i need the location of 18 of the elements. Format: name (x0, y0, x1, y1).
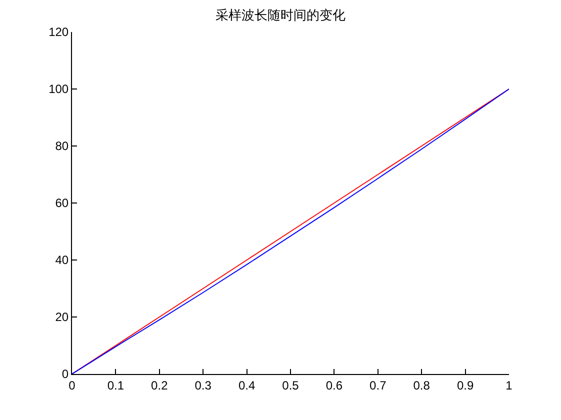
x-tick-label: 0.9 (456, 378, 474, 392)
x-tick-label: 0.2 (151, 378, 168, 392)
y-tick-label: 100 (48, 82, 69, 96)
x-tick-label: 0.7 (370, 378, 387, 392)
chart-title: 采样波长随时间的变化 (216, 8, 346, 24)
x-tick-label: 0.5 (282, 378, 300, 392)
y-tick-label: 0 (62, 367, 69, 382)
y-tick-label: 80 (55, 139, 69, 154)
y-tick-label: 40 (55, 253, 69, 268)
x-tick-label: 0.4 (238, 378, 256, 392)
y-tick-label: 60 (55, 196, 69, 210)
x-tick-label: 0.6 (326, 378, 343, 392)
x-tick-label: 0.3 (194, 378, 212, 392)
x-tick-label: 1 (506, 378, 513, 392)
y-tick-label: 20 (55, 310, 69, 324)
y-tick-label: 120 (48, 25, 69, 40)
x-tick-label: 0.8 (413, 378, 430, 392)
x-tick-label: 0.1 (107, 378, 124, 392)
